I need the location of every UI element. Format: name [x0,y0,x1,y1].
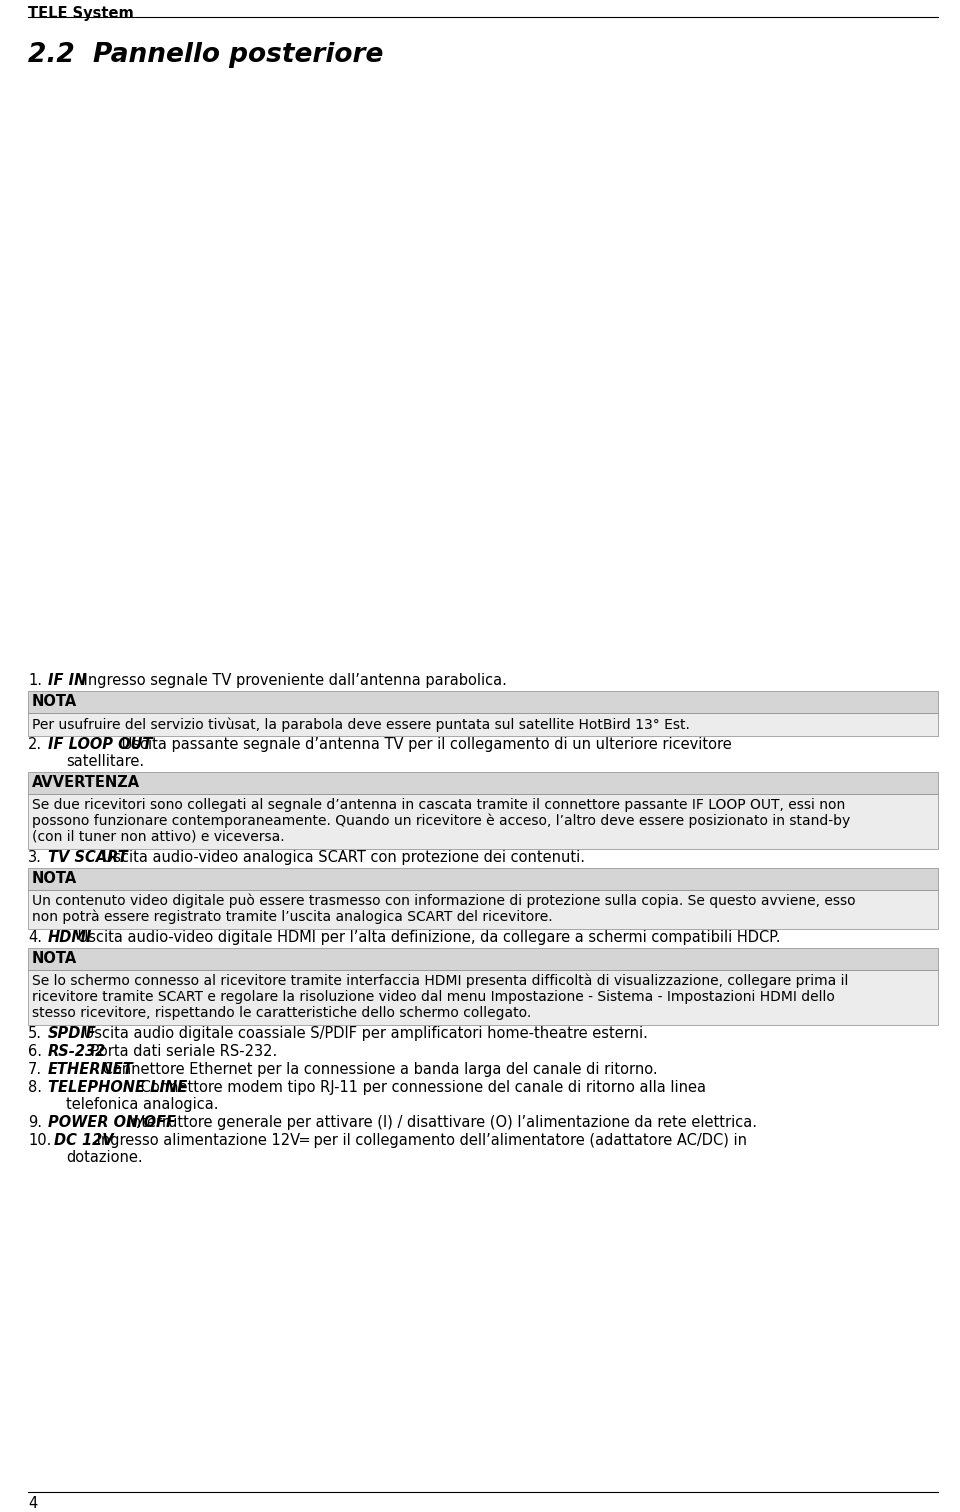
Text: TELEPHONE LINE: TELEPHONE LINE [48,1080,187,1095]
Text: Ingresso alimentazione 12V═ per il collegamento dell’alimentatore (adattatore AC: Ingresso alimentazione 12V═ per il colle… [91,1132,747,1148]
Text: 8.: 8. [28,1080,42,1095]
Text: possono funzionare contemporaneamente. Quando un ricevitore è acceso, l’altro de: possono funzionare contemporaneamente. Q… [32,813,851,829]
Text: 2.: 2. [28,736,42,751]
Text: Ingresso segnale TV proveniente dall’antenna parabolica.: Ingresso segnale TV proveniente dall’ant… [80,673,507,688]
Text: Interruttore generale per attivare (I) / disattivare (O) l’alimentazione da rete: Interruttore generale per attivare (I) /… [124,1114,757,1129]
Text: NOTA: NOTA [32,694,77,709]
Bar [28,794,938,850]
Text: Uscita audio-video analogica SCART con protezione dei contenuti.: Uscita audio-video analogica SCART con p… [98,850,586,865]
Text: POWER ON/OFF: POWER ON/OFF [48,1114,176,1129]
Bar [28,891,938,928]
Bar [28,691,938,714]
Bar [28,868,938,891]
Text: NOTA: NOTA [32,871,77,886]
Text: 4.: 4. [28,930,42,945]
Text: Se due ricevitori sono collegati al segnale d’antenna in cascata tramite il conn: Se due ricevitori sono collegati al segn… [32,798,845,812]
Text: 3.: 3. [28,850,42,865]
Text: 5.: 5. [28,1027,42,1040]
Text: IF LOOP OUT: IF LOOP OUT [48,736,153,751]
Text: TV SCART: TV SCART [48,850,128,865]
Text: telefonica analogica.: telefonica analogica. [66,1098,219,1111]
Text: 10.: 10. [28,1132,52,1148]
Text: (con il tuner non attivo) e viceversa.: (con il tuner non attivo) e viceversa. [32,830,284,844]
Text: ricevitore tramite SCART e regolare la risoluzione video dal menu Impostazione -: ricevitore tramite SCART e regolare la r… [32,990,835,1004]
Text: DC 12V: DC 12V [54,1132,113,1148]
Text: 6.: 6. [28,1043,42,1058]
Text: SPDIF: SPDIF [48,1027,97,1040]
Text: RS-232: RS-232 [48,1043,107,1058]
Text: NOTA: NOTA [32,951,77,966]
Text: 7.: 7. [28,1061,42,1077]
Text: 4: 4 [28,1495,37,1510]
Text: dotazione.: dotazione. [66,1151,143,1166]
Bar [28,948,938,971]
Text: 9.: 9. [28,1114,42,1129]
Text: Uscita passante segnale d’antenna TV per il collegamento di un ulteriore ricevit: Uscita passante segnale d’antenna TV per… [117,736,732,751]
Text: Porta dati seriale RS-232.: Porta dati seriale RS-232. [85,1043,276,1058]
Bar [28,971,938,1025]
Text: Uscita audio digitale coassiale S/PDIF per amplificatori home-theatre esterni.: Uscita audio digitale coassiale S/PDIF p… [80,1027,648,1040]
Text: Se lo schermo connesso al ricevitore tramite interfaccia HDMI presenta difficolt: Se lo schermo connesso al ricevitore tra… [32,974,849,989]
Text: Uscita audio-video digitale HDMI per l’alta definizione, da collegare a schermi : Uscita audio-video digitale HDMI per l’a… [73,930,780,945]
Bar [28,714,938,736]
Text: 2.2  Pannello posteriore: 2.2 Pannello posteriore [28,42,383,68]
Text: Connettore modem tipo RJ-11 per connessione del canale di ritorno alla linea: Connettore modem tipo RJ-11 per connessi… [136,1080,706,1095]
Text: non potrà essere registrato tramite l’uscita analogica SCART del ricevitore.: non potrà essere registrato tramite l’us… [32,910,553,924]
Text: ETHERNET: ETHERNET [48,1061,133,1077]
Text: TELE System: TELE System [28,6,133,21]
Text: Per usufruire del servizio tivùsat, la parabola deve essere puntata sul satellit: Per usufruire del servizio tivùsat, la p… [32,717,690,732]
Text: HDMI: HDMI [48,930,92,945]
Text: Un contenuto video digitale può essere trasmesso con informazione di protezione : Un contenuto video digitale può essere t… [32,894,855,909]
Text: stesso ricevitore, rispettando le caratteristiche dello schermo collegato.: stesso ricevitore, rispettando le caratt… [32,1005,531,1021]
Bar [28,54,938,665]
Text: satellitare.: satellitare. [66,754,144,770]
Text: AVVERTENZA: AVVERTENZA [32,776,140,789]
Bar [28,773,938,794]
Text: Connettore Ethernet per la connessione a banda larga del canale di ritorno.: Connettore Ethernet per la connessione a… [98,1061,658,1077]
Text: IF IN: IF IN [48,673,86,688]
Text: 1.: 1. [28,673,42,688]
